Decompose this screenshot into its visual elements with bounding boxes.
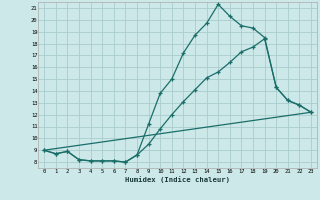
X-axis label: Humidex (Indice chaleur): Humidex (Indice chaleur) — [125, 176, 230, 183]
